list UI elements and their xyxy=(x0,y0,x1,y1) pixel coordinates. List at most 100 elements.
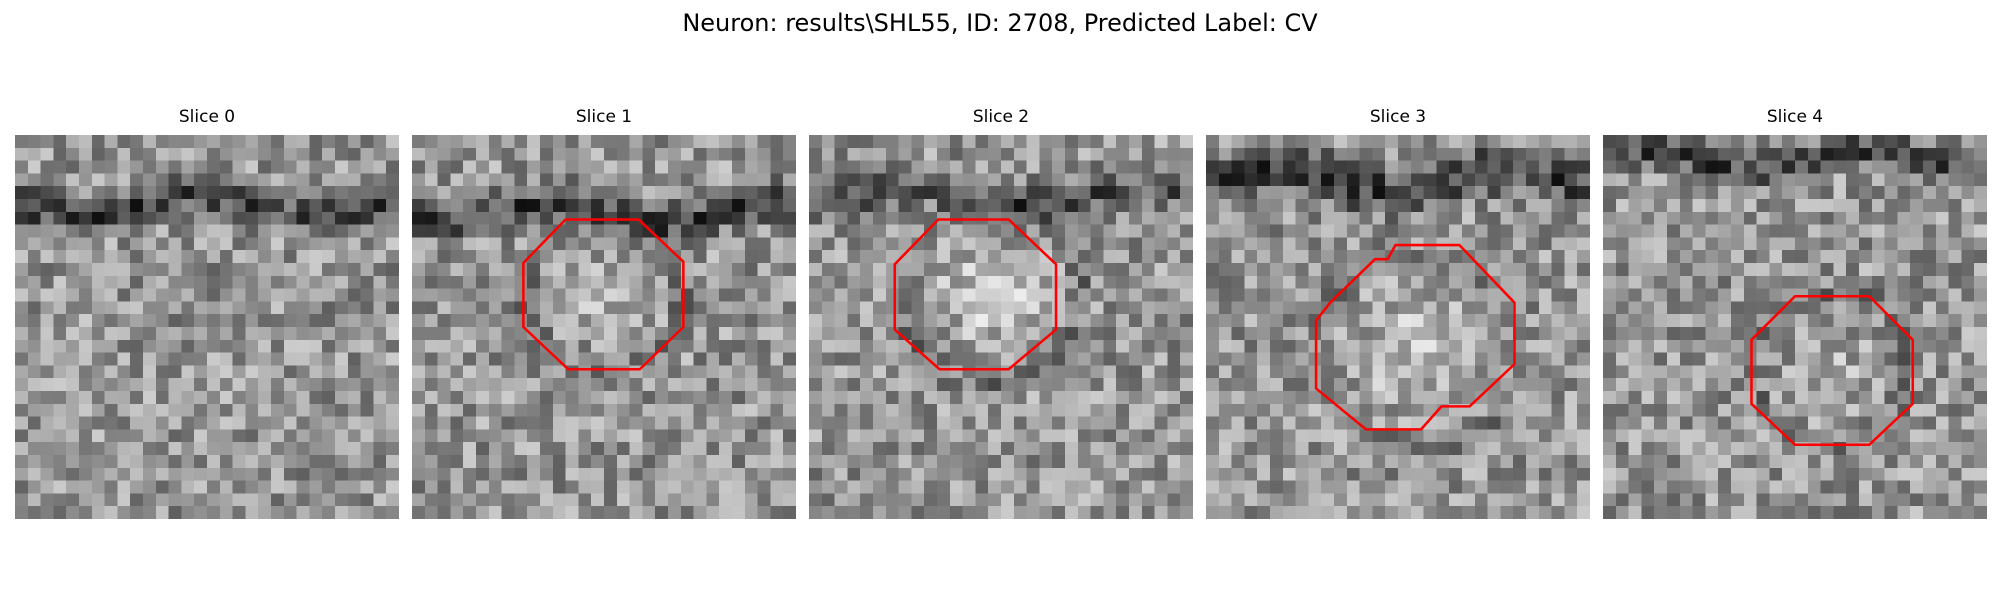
pixel-cell xyxy=(245,301,259,315)
pixel-cell xyxy=(1513,480,1527,494)
pixel-cell xyxy=(1513,314,1527,328)
pixel-cell xyxy=(15,186,29,200)
pixel-cell xyxy=(1052,352,1066,366)
pixel-cell xyxy=(719,391,733,405)
pixel-cell xyxy=(386,480,399,494)
pixel-cell xyxy=(40,442,54,456)
pixel-cell xyxy=(1577,506,1590,519)
pixel-cell xyxy=(860,339,874,353)
pixel-cell xyxy=(1833,301,1847,315)
pixel-cell xyxy=(219,199,233,213)
pixel-cell xyxy=(296,263,310,277)
pixel-cell xyxy=(143,339,157,353)
pixel-cell xyxy=(1846,339,1860,353)
pixel-cell xyxy=(53,327,67,341)
pixel-cell xyxy=(79,480,93,494)
pixel-cell xyxy=(1398,288,1412,302)
pixel-cell xyxy=(962,442,976,456)
pixel-cell xyxy=(1090,224,1104,238)
pixel-cell xyxy=(360,327,374,341)
pixel-cell xyxy=(79,314,93,328)
pixel-cell xyxy=(1859,224,1873,238)
pixel-cell xyxy=(219,160,233,174)
pixel-cell xyxy=(1526,237,1540,251)
pixel-cell xyxy=(181,135,195,149)
pixel-cell xyxy=(1052,250,1066,264)
pixel-cell xyxy=(155,160,169,174)
pixel-cell xyxy=(885,288,899,302)
pixel-cell xyxy=(1346,211,1360,225)
pixel-cell xyxy=(1846,211,1860,225)
pixel-cell xyxy=(1257,186,1271,200)
pixel-cell xyxy=(1065,365,1079,379)
pixel-cell xyxy=(1282,288,1296,302)
pixel-cell xyxy=(1897,327,1911,341)
pixel-cell xyxy=(527,455,541,469)
pixel-cell xyxy=(1090,455,1104,469)
pixel-cell xyxy=(117,327,131,341)
pixel-cell xyxy=(1974,160,1987,174)
pixel-cell xyxy=(1846,403,1860,417)
pixel-cell xyxy=(552,288,566,302)
pixel-cell xyxy=(1538,250,1552,264)
pixel-cell xyxy=(1154,467,1168,481)
pixel-cell xyxy=(296,237,310,251)
pixel-cell xyxy=(898,403,912,417)
pixel-cell xyxy=(732,199,746,213)
pixel-cell xyxy=(53,467,67,481)
pixel-cell xyxy=(219,391,233,405)
pixel-cell xyxy=(1833,250,1847,264)
pixel-cell xyxy=(104,506,118,519)
pixel-cell xyxy=(412,301,426,315)
pixel-cell xyxy=(1564,442,1578,456)
pixel-cell xyxy=(309,135,323,149)
pixel-cell xyxy=(565,480,579,494)
pixel-cell xyxy=(194,288,208,302)
pixel-cell xyxy=(488,429,502,443)
pixel-cell xyxy=(1743,263,1757,277)
pixel-cell xyxy=(975,275,989,289)
pixel-cell xyxy=(873,442,887,456)
pixel-cell xyxy=(1423,199,1437,213)
pixel-cell xyxy=(834,160,848,174)
pixel-cell xyxy=(911,147,925,161)
pixel-cell xyxy=(347,416,361,430)
pixel-cell xyxy=(1231,378,1245,392)
pixel-cell xyxy=(847,173,861,187)
pixel-cell xyxy=(488,416,502,430)
pixel-cell xyxy=(1833,211,1847,225)
pixel-cell xyxy=(1513,173,1527,187)
pixel-cell xyxy=(578,480,592,494)
pixel-cell xyxy=(1782,352,1796,366)
pixel-cell xyxy=(1218,416,1232,430)
pixel-cell xyxy=(207,224,221,238)
pixel-cell xyxy=(834,403,848,417)
pixel-cell xyxy=(40,378,54,392)
pixel-cell xyxy=(1308,263,1322,277)
pixel-cell xyxy=(1180,263,1193,277)
pixel-cell xyxy=(898,506,912,519)
pixel-cell xyxy=(975,327,989,341)
pixel-cell xyxy=(283,416,297,430)
pixel-cell xyxy=(911,467,925,481)
pixel-cell xyxy=(232,301,246,315)
pixel-cell xyxy=(27,173,41,187)
pixel-cell xyxy=(1167,250,1181,264)
pixel-cell xyxy=(1923,442,1937,456)
pixel-cell xyxy=(1615,250,1629,264)
pixel-cell xyxy=(1935,467,1949,481)
pixel-cell xyxy=(706,160,720,174)
pixel-cell xyxy=(1206,442,1220,456)
pixel-cell xyxy=(591,352,605,366)
pixel-cell xyxy=(1026,339,1040,353)
pixel-cell xyxy=(1346,301,1360,315)
pixel-cell xyxy=(1795,275,1809,289)
pixel-cell xyxy=(1180,160,1193,174)
pixel-cell xyxy=(1846,263,1860,277)
pixel-cell xyxy=(988,160,1002,174)
pixel-cell xyxy=(1628,250,1642,264)
pixel-cell xyxy=(757,403,771,417)
pixel-cell xyxy=(1487,352,1501,366)
pixel-cell xyxy=(194,301,208,315)
pixel-cell xyxy=(1295,352,1309,366)
